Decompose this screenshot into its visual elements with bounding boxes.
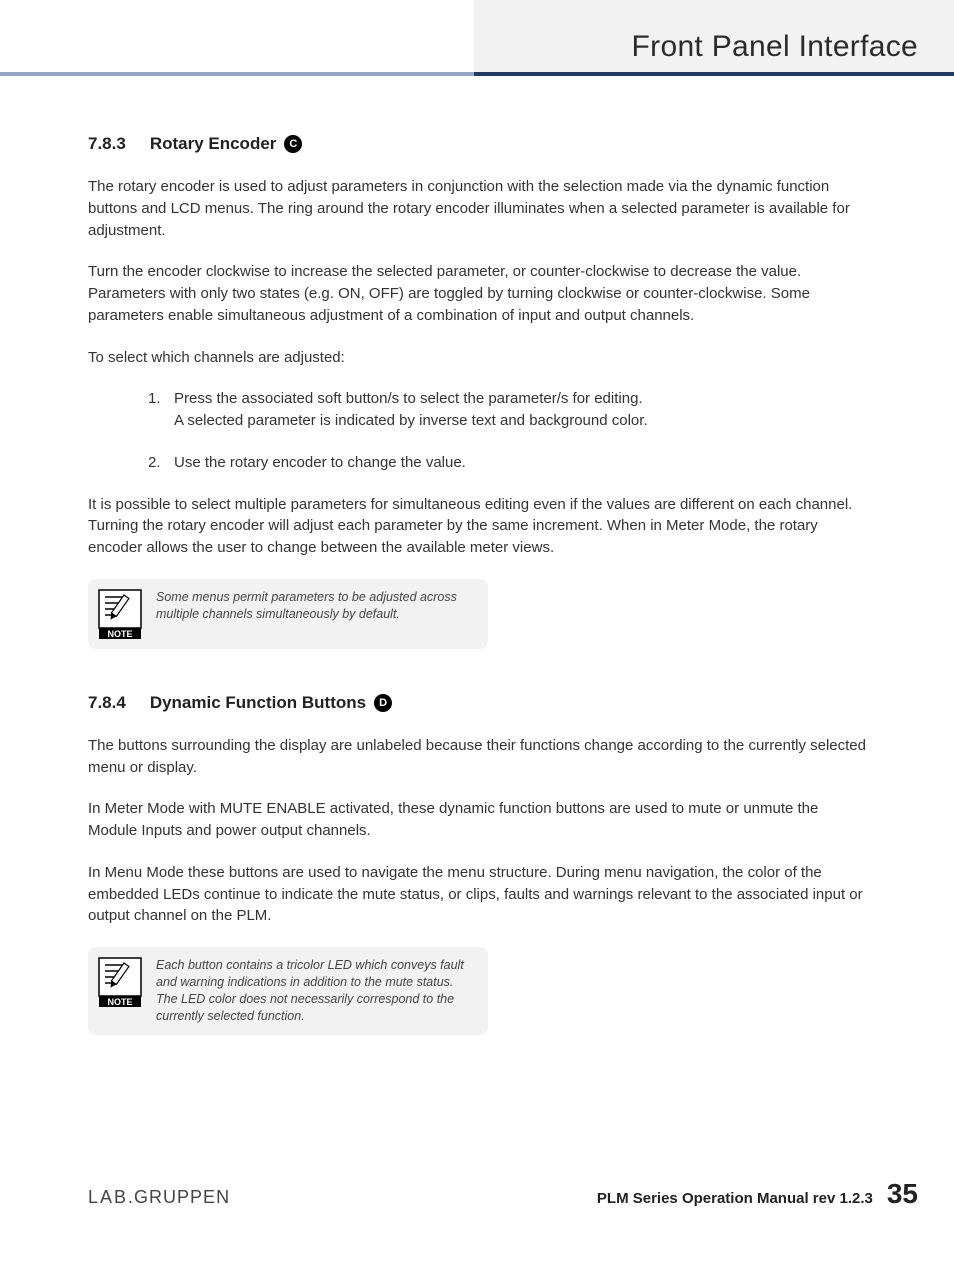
brand-lab: LAB bbox=[88, 1187, 128, 1207]
section-title: Dynamic Function Buttons bbox=[150, 693, 366, 713]
ordered-list: 1. Press the associated soft button/s to… bbox=[148, 388, 868, 473]
header-underline bbox=[0, 72, 954, 76]
list-item: 1. Press the associated soft button/s to… bbox=[148, 388, 868, 432]
list-text: Press the associated soft button/s to se… bbox=[174, 388, 648, 432]
page-footer: LAB.GRUPPEN PLM Series Operation Manual … bbox=[88, 1178, 918, 1210]
note-box: NOTE Each button contains a tricolor LED… bbox=[88, 947, 488, 1035]
underline-right bbox=[474, 72, 954, 76]
list-marker: 1. bbox=[148, 388, 174, 432]
paragraph: To select which channels are adjusted: bbox=[88, 347, 868, 369]
paragraph: In Menu Mode these buttons are used to n… bbox=[88, 862, 868, 927]
badge-c-icon: C bbox=[284, 135, 302, 153]
note-box: NOTE Some menus permit parameters to be … bbox=[88, 579, 488, 649]
page-number: 35 bbox=[887, 1178, 918, 1210]
paragraph: The rotary encoder is used to adjust par… bbox=[88, 176, 868, 241]
section-number: 7.8.3 bbox=[88, 134, 126, 154]
header-bar: Front Panel Interface bbox=[474, 0, 954, 72]
paragraph: In Meter Mode with MUTE ENABLE activated… bbox=[88, 798, 868, 842]
note-label: NOTE bbox=[107, 629, 132, 639]
list-line: A selected parameter is indicated by inv… bbox=[174, 412, 648, 429]
footer-manual-label: PLM Series Operation Manual rev 1.2.3 bbox=[597, 1190, 873, 1207]
paragraph: It is possible to select multiple parame… bbox=[88, 494, 868, 559]
paragraph: The buttons surrounding the display are … bbox=[88, 735, 868, 779]
content-area: 7.8.3 Rotary Encoder C The rotary encode… bbox=[88, 134, 868, 1079]
list-marker: 2. bbox=[148, 452, 174, 474]
paragraph: Turn the encoder clockwise to increase t… bbox=[88, 261, 868, 326]
note-text: Some menus permit parameters to be adjus… bbox=[156, 589, 474, 623]
list-line: Press the associated soft button/s to se… bbox=[174, 390, 643, 407]
brand-gruppen: GRUPPEN bbox=[134, 1187, 230, 1207]
section-number: 7.8.4 bbox=[88, 693, 126, 713]
section-title: Rotary Encoder bbox=[150, 134, 277, 154]
footer-right: PLM Series Operation Manual rev 1.2.3 35 bbox=[597, 1178, 918, 1210]
badge-d-icon: D bbox=[374, 694, 392, 712]
note-label: NOTE bbox=[107, 997, 132, 1007]
underline-left bbox=[0, 72, 474, 76]
note-icon: NOTE bbox=[98, 589, 142, 639]
section-heading-783: 7.8.3 Rotary Encoder C bbox=[88, 134, 868, 154]
page-header-title: Front Panel Interface bbox=[632, 30, 918, 64]
note-icon: NOTE bbox=[98, 957, 142, 1007]
section-heading-784: 7.8.4 Dynamic Function Buttons D bbox=[88, 693, 868, 713]
note-text: Each button contains a tricolor LED whic… bbox=[156, 957, 474, 1025]
list-text: Use the rotary encoder to change the val… bbox=[174, 452, 466, 474]
list-item: 2. Use the rotary encoder to change the … bbox=[148, 452, 868, 474]
brand-logo: LAB.GRUPPEN bbox=[88, 1187, 230, 1208]
